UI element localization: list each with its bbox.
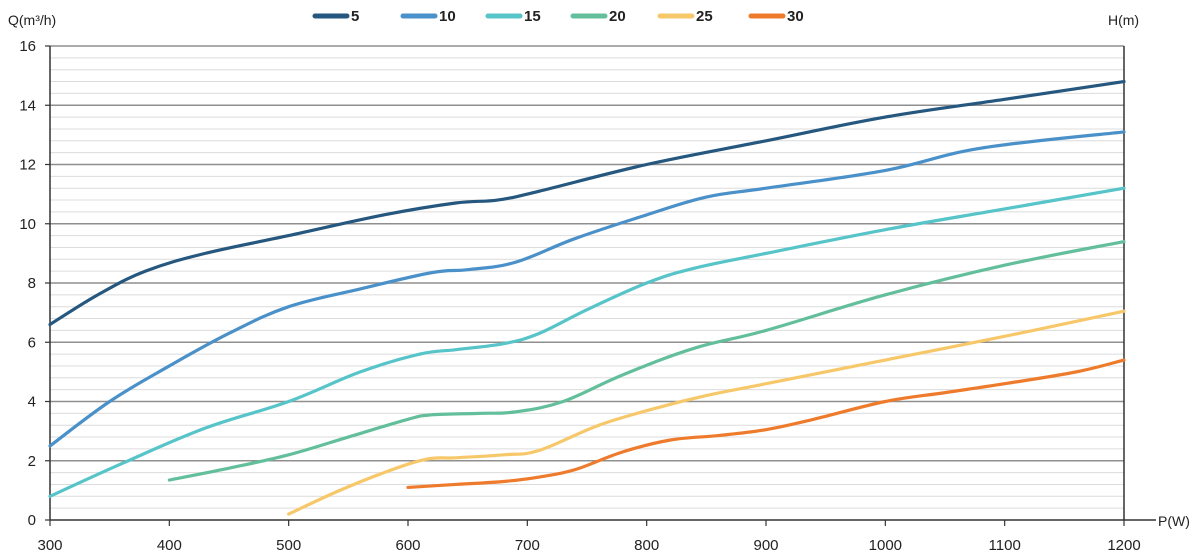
x-tick-label: 600 <box>395 537 420 554</box>
x-tick-label: 1200 <box>1107 537 1140 554</box>
series-layer <box>48 79 1126 516</box>
x-tick-label: 700 <box>515 537 540 554</box>
y-tick-label: 14 <box>19 97 36 114</box>
series-line-20 <box>167 239 1126 482</box>
x-tick-label: 1000 <box>869 537 902 554</box>
y-tick-label: 4 <box>28 394 36 411</box>
y-axis-title: Q(m³/h) <box>8 12 56 28</box>
legend-item-25: 25 <box>657 8 713 25</box>
legend: 5 10 15 20 25 30 <box>312 8 804 25</box>
series-line-25 <box>287 309 1126 516</box>
series-line-15 <box>48 186 1126 498</box>
legend-item-10: 10 <box>400 8 456 25</box>
legend-label: 10 <box>439 8 456 25</box>
legend-item-15: 15 <box>485 8 541 25</box>
y-tick-label: 8 <box>28 275 36 292</box>
y-tick-label: 2 <box>28 453 36 470</box>
legend-label: 25 <box>696 8 713 25</box>
y-tick-label: 16 <box>19 38 36 55</box>
x-tick-label: 400 <box>157 537 182 554</box>
legend-item-20: 20 <box>570 8 626 25</box>
x-axis-title: P(W) <box>1158 513 1190 529</box>
x-tick-label: 900 <box>753 537 778 554</box>
axis-layer: 0 2 4 6 8 10 12 14 16 300 400 500 600 700 800 900 1000 11… <box>19 38 1156 554</box>
legend-item-5: 5 <box>312 8 359 25</box>
legend-label: 5 <box>351 8 359 25</box>
legend-label: 30 <box>787 8 804 25</box>
series-line-10 <box>48 130 1126 448</box>
legend-item-30: 30 <box>748 8 804 25</box>
x-tick-label: 500 <box>276 537 301 554</box>
y-tick-label: 0 <box>28 512 36 529</box>
x-tick-label: 300 <box>37 537 62 554</box>
legend-label: 15 <box>524 8 541 25</box>
x-tick-label: 800 <box>634 537 659 554</box>
series-line-30 <box>406 358 1126 490</box>
y-tick-label: 12 <box>19 157 36 174</box>
y-tick-label: 10 <box>19 216 36 233</box>
x-tick-label: 1100 <box>989 537 1021 554</box>
legend-label: 20 <box>609 8 626 25</box>
series-line-5 <box>48 79 1126 327</box>
y-tick-label: 6 <box>28 334 36 351</box>
grid-layer <box>50 45 1124 520</box>
right-axis-title: H(m) <box>1108 12 1139 28</box>
